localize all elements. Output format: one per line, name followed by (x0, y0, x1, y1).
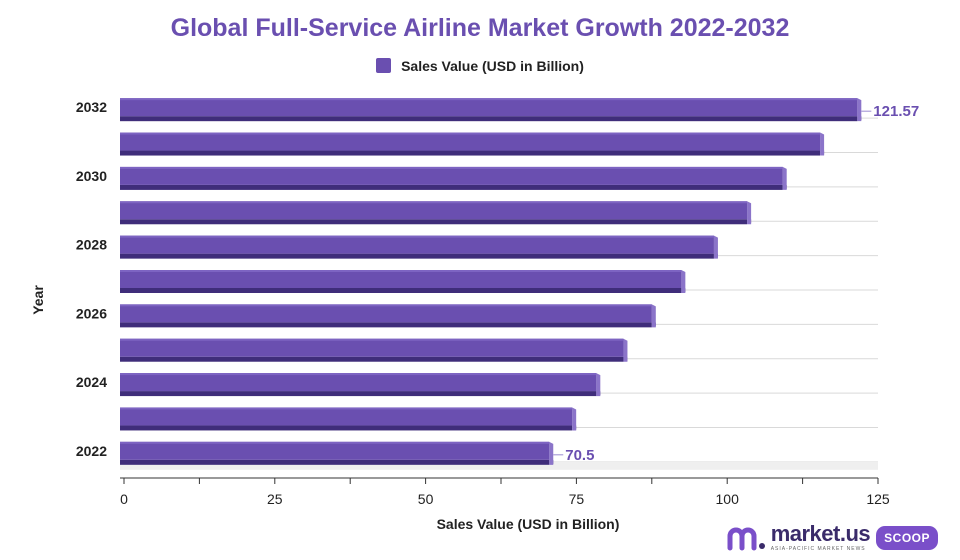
y-tick-label: 2022 (76, 443, 107, 459)
bar-highlight (120, 407, 573, 410)
y-tick-label: 2026 (76, 305, 107, 321)
x-tick-label: 75 (569, 491, 585, 507)
bar (120, 373, 597, 392)
chart-legend: Sales Value (USD in Billion) (0, 58, 960, 74)
bar-side-face (782, 166, 787, 190)
x-tick-label: 0 (120, 491, 128, 507)
bar-highlight (120, 166, 783, 169)
bar (120, 166, 783, 185)
bar-side-face (681, 270, 686, 293)
bar-side-face (549, 441, 554, 465)
bar-highlight (120, 132, 821, 135)
bar-bottom-face (120, 391, 597, 397)
bar-bottom-face (120, 356, 624, 362)
market-us-logo-icon (727, 527, 765, 550)
bar-highlight (120, 441, 550, 444)
bar-side-face (572, 407, 577, 431)
bar (120, 98, 858, 117)
bar (120, 407, 573, 426)
bar-bottom-face (120, 322, 652, 328)
bar-highlight (120, 98, 858, 101)
y-tick-label: 2024 (76, 374, 107, 390)
bar-highlight (120, 270, 682, 272)
bar-bottom-face (120, 425, 573, 431)
bar-highlight (120, 304, 652, 307)
bar (120, 441, 550, 460)
plot-floor (120, 461, 878, 470)
bar-side-face (713, 235, 718, 259)
bar-side-face (596, 373, 601, 397)
y-tick-label: 2028 (76, 237, 107, 253)
y-axis-title: Year (30, 285, 46, 315)
brand-badge: SCOOP (876, 525, 938, 550)
bar-bottom-face (120, 288, 682, 293)
y-tick-label: 2032 (76, 99, 107, 115)
bar-highlight (120, 373, 597, 376)
bar (120, 270, 682, 288)
bar-bottom-face (120, 116, 858, 122)
x-tick-label: 100 (716, 491, 740, 507)
bar-side-face (820, 132, 825, 156)
bar-bottom-face (120, 459, 550, 465)
chart-title: Global Full-Service Airline Market Growt… (170, 14, 790, 42)
bar-side-face (857, 98, 862, 122)
bar (120, 304, 652, 323)
bar-highlight (120, 338, 624, 341)
bar-bottom-face (120, 150, 821, 156)
bar-bottom-face (120, 184, 783, 190)
brand-tagline: ASIA-PACIFIC MARKET NEWS (770, 546, 866, 552)
bar-bottom-face (120, 253, 714, 259)
x-tick-label: 50 (418, 491, 434, 507)
bar-side-face (747, 201, 752, 225)
bar (120, 338, 624, 357)
bar (120, 201, 748, 220)
brand-logo: market.us ASIA-PACIFIC MARKET NEWS SCOOP (727, 523, 938, 552)
bar-bottom-face (120, 219, 748, 225)
bar-side-face (651, 304, 656, 328)
bar (120, 132, 821, 151)
bar-side-face (623, 338, 628, 362)
brand-name: market.us (770, 521, 871, 546)
x-tick-label: 25 (267, 491, 283, 507)
bar-highlight (120, 235, 714, 238)
legend-label: Sales Value (USD in Billion) (401, 58, 584, 74)
data-label: 121.57 (873, 103, 919, 120)
x-axis-title: Sales Value (USD in Billion) (436, 516, 620, 532)
legend-swatch (376, 58, 392, 73)
bar-highlight (120, 201, 748, 204)
y-tick-label: 2030 (76, 168, 107, 184)
bar (120, 235, 714, 254)
x-tick-label: 125 (866, 491, 890, 507)
data-label: 70.5 (565, 447, 594, 464)
